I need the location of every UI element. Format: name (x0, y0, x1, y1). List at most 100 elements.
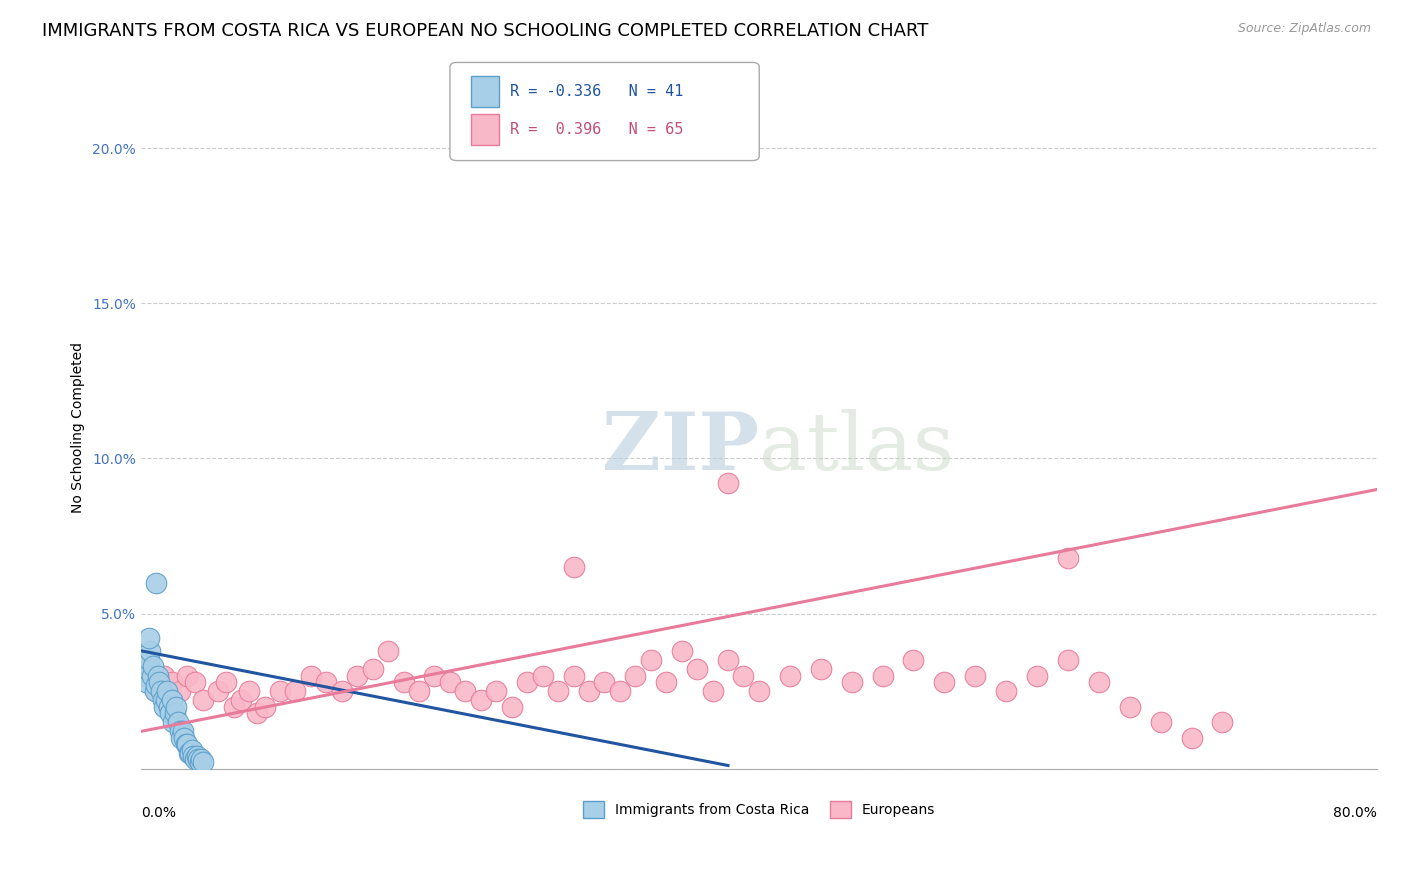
Point (156, 684, 179, 698)
Point (132, 668, 155, 682)
Point (180, 743, 202, 757)
Point (624, 668, 647, 682)
Point (166, 699, 188, 714)
Point (330, 684, 353, 698)
Point (155, 693, 177, 707)
Point (184, 752, 207, 766)
Point (246, 706, 269, 720)
Legend: Immigrants from Costa Rica, Europeans: Immigrants from Costa Rica, Europeans (576, 795, 941, 823)
Text: R =  0.396   N = 65: R = 0.396 N = 65 (510, 122, 683, 136)
Point (470, 693, 492, 707)
Point (454, 684, 477, 698)
Point (157, 699, 180, 714)
Point (231, 693, 253, 707)
Point (655, 674, 678, 689)
Point (841, 674, 863, 689)
Point (177, 746, 200, 760)
Point (169, 724, 191, 739)
Y-axis label: No Schooling Completed: No Schooling Completed (72, 342, 86, 513)
Point (640, 653, 662, 667)
Point (142, 659, 165, 673)
Point (717, 653, 740, 667)
Point (392, 674, 415, 689)
Point (139, 644, 162, 658)
Point (717, 476, 740, 491)
Point (903, 653, 925, 667)
Point (143, 684, 166, 698)
Point (153, 668, 176, 682)
Point (423, 668, 446, 682)
Point (163, 706, 186, 720)
Point (183, 749, 205, 764)
Text: 0.0%: 0.0% (141, 805, 176, 820)
Point (170, 731, 193, 745)
Point (361, 662, 384, 676)
Point (148, 674, 170, 689)
Point (174, 737, 197, 751)
Point (222, 699, 245, 714)
Point (184, 674, 207, 689)
Point (1057, 653, 1080, 667)
Point (578, 684, 600, 698)
Point (995, 684, 1018, 698)
Point (1088, 674, 1111, 689)
Point (686, 662, 709, 676)
Point (671, 644, 693, 658)
Point (593, 674, 616, 689)
Point (238, 684, 260, 698)
Point (315, 674, 337, 689)
Point (173, 731, 195, 745)
Point (253, 699, 276, 714)
Point (176, 668, 198, 682)
Point (965, 668, 987, 682)
Point (408, 684, 430, 698)
Point (531, 668, 554, 682)
Point (160, 693, 183, 707)
Point (1180, 731, 1202, 745)
Point (160, 674, 183, 689)
Point (516, 674, 538, 689)
Point (810, 662, 832, 676)
Point (733, 668, 755, 682)
Point (439, 674, 461, 689)
Point (1211, 715, 1233, 730)
Point (934, 674, 956, 689)
Point (179, 746, 201, 760)
Point (188, 756, 211, 770)
Point (1057, 550, 1080, 565)
Point (138, 668, 160, 682)
Point (269, 684, 291, 698)
Point (485, 684, 508, 698)
Point (215, 674, 238, 689)
Point (186, 749, 208, 764)
Point (169, 684, 191, 698)
Point (346, 668, 368, 682)
Point (377, 644, 399, 658)
Point (138, 653, 160, 667)
Point (501, 699, 523, 714)
Point (146, 668, 169, 682)
Text: 80.0%: 80.0% (1333, 805, 1376, 820)
Point (562, 668, 585, 682)
Point (138, 632, 160, 646)
Point (176, 737, 198, 751)
Point (284, 684, 307, 698)
Point (190, 752, 212, 766)
Point (562, 560, 585, 574)
Point (150, 684, 173, 698)
Text: R = -0.336   N = 41: R = -0.336 N = 41 (510, 85, 683, 99)
Point (136, 662, 159, 676)
Point (609, 684, 631, 698)
Point (145, 575, 167, 590)
Point (1026, 668, 1049, 682)
Point (872, 668, 894, 682)
Point (191, 756, 214, 770)
Point (153, 699, 176, 714)
Point (191, 693, 214, 707)
Point (135, 674, 157, 689)
Point (172, 724, 194, 739)
Text: Source: ZipAtlas.com: Source: ZipAtlas.com (1237, 22, 1371, 36)
Text: ZIP: ZIP (602, 409, 759, 487)
Point (141, 668, 163, 682)
Point (145, 678, 167, 692)
